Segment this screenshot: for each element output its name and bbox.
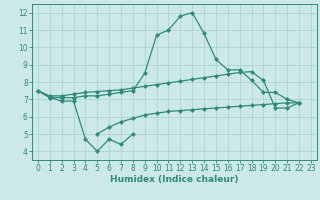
X-axis label: Humidex (Indice chaleur): Humidex (Indice chaleur): [110, 175, 239, 184]
